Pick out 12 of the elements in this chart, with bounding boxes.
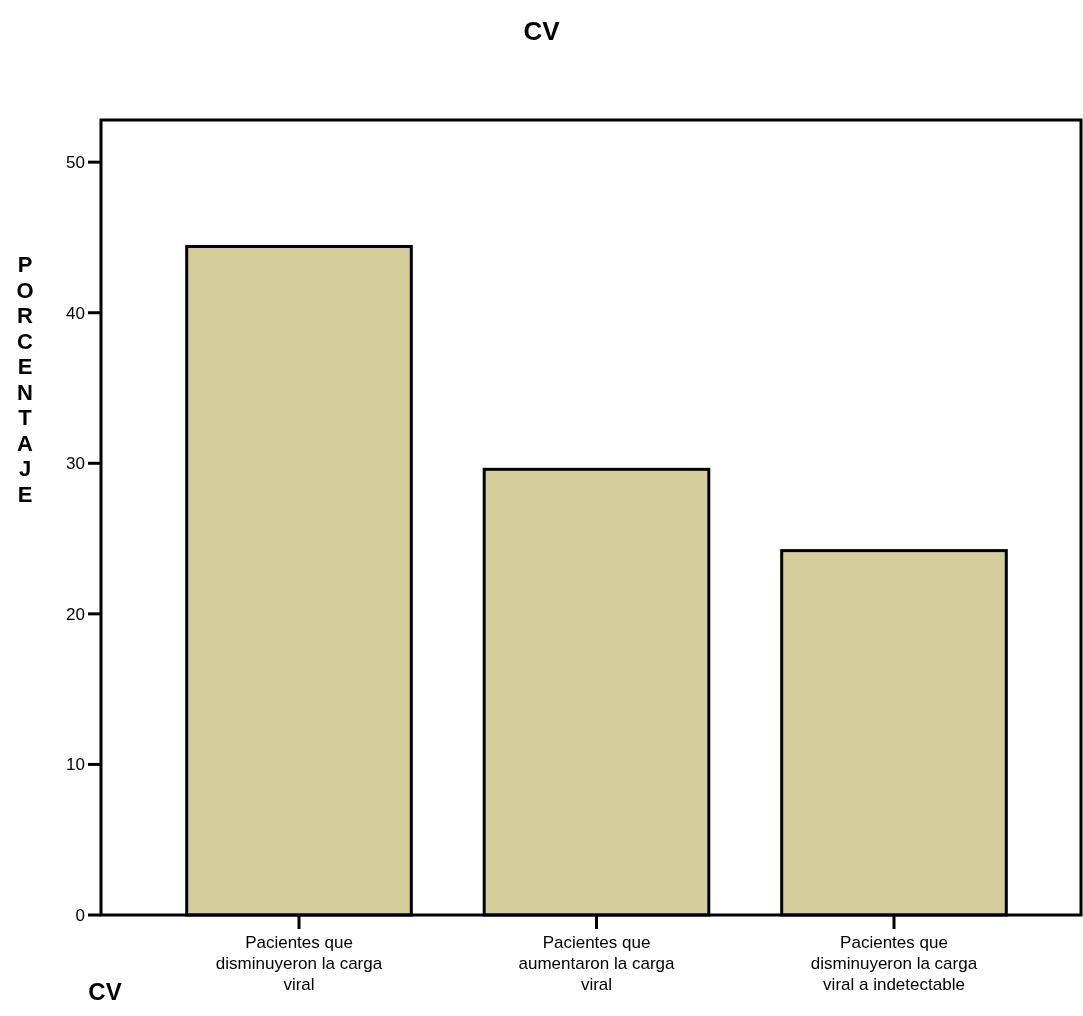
chart-title: CV bbox=[523, 16, 561, 46]
y-tick-label: 0 bbox=[75, 905, 85, 925]
x-tick-label: Pacientes que disminuyeron la carga viral bbox=[215, 933, 383, 994]
x-axis-title: CV bbox=[88, 978, 122, 1005]
y-tick-label: 20 bbox=[66, 604, 85, 624]
y-tick-label: 30 bbox=[66, 454, 85, 474]
x-tick-label: Pacientes que disminuyeron la carga viral a indetectable bbox=[810, 933, 978, 994]
y-tick-label: 40 bbox=[66, 303, 85, 323]
x-tick-label: Pacientes que aumentaron la carga viral bbox=[518, 933, 676, 994]
y-tick-label: 50 bbox=[66, 153, 85, 173]
y-tick-label: 10 bbox=[66, 755, 85, 775]
text: PORCENTAJE bbox=[16, 252, 34, 507]
